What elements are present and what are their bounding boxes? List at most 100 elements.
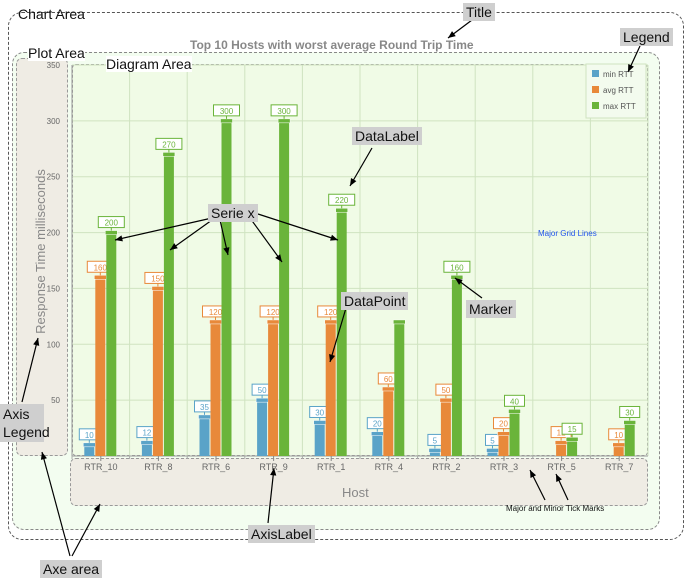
x-tick-label: RTR_4: [375, 462, 403, 472]
bar-max-rtt: [509, 411, 520, 456]
bar-marker: [162, 152, 176, 157]
data-label: 120: [266, 308, 280, 317]
data-label: 10: [85, 431, 94, 440]
bar-max-rtt: [567, 439, 578, 456]
tick-marks-note: Major and Minor Tick Marks: [506, 504, 605, 513]
y-tick-label: 150: [47, 284, 61, 293]
legend-entry: max RTT: [603, 102, 636, 111]
major-grid-note: Major Grid Lines: [538, 229, 597, 238]
x-tick-label: RTR_5: [547, 462, 575, 472]
bar-max-rtt: [106, 232, 117, 456]
axis-legend-callout: Axis Legend: [0, 404, 50, 442]
bar-marker: [83, 442, 96, 448]
bar-avg-rtt: [440, 400, 451, 456]
bar-min-rtt: [199, 416, 210, 456]
axislabel-arrow-head: [270, 468, 277, 476]
data-label: 20: [373, 420, 382, 429]
bar-marker: [94, 275, 107, 280]
y-tick-label: 200: [47, 229, 61, 238]
axe-area-arrow-head: [93, 504, 100, 512]
axislabel-callout: AxisLabel: [248, 525, 315, 543]
bar-marker: [382, 386, 395, 392]
bar-marker: [612, 442, 625, 448]
title-arrow-head: [448, 31, 456, 38]
bar-max-rtt: [163, 154, 174, 456]
serie-arrow: [114, 217, 213, 241]
bar-max-rtt: [221, 120, 232, 456]
datalabel-callout: DataLabel: [352, 127, 422, 145]
bar-marker: [324, 319, 337, 325]
serie-callout: Serie x: [208, 204, 258, 222]
bar-marker: [565, 436, 579, 442]
y-tick-label: 250: [47, 173, 61, 182]
bar-marker: [313, 420, 326, 425]
x-tick-label: RTR_3: [490, 462, 518, 472]
data-label: 120: [209, 308, 223, 317]
data-label: 12: [557, 429, 566, 438]
data-label: 160: [450, 263, 464, 272]
bar-max-rtt: [624, 422, 635, 456]
bar-marker: [486, 448, 499, 453]
chart-title: Top 10 Hosts with worst average Round Tr…: [190, 38, 474, 52]
bar-min-rtt: [314, 422, 325, 456]
y-tick-label: 100: [47, 340, 61, 349]
data-label: 60: [384, 375, 393, 384]
data-label: 50: [441, 386, 450, 395]
legend-swatch: [592, 102, 599, 109]
axis-legend-arrow: [21, 337, 39, 403]
data-label: 30: [315, 408, 324, 417]
data-label: 30: [625, 408, 634, 417]
diagram-area-label: Diagram Area: [106, 56, 192, 72]
data-label: 20: [499, 420, 508, 429]
bar-marker: [151, 286, 165, 291]
x-tick-label: RTR_8: [144, 462, 172, 472]
bar-max-rtt: [336, 210, 347, 456]
bar-marker: [266, 319, 280, 325]
plot-area-label: Plot Area: [28, 45, 85, 61]
chart-area-box: [8, 12, 684, 540]
axislabel-arrow: [267, 467, 275, 524]
bar-marker: [220, 118, 233, 124]
data-label: 5: [490, 436, 495, 445]
data-label: 35: [200, 403, 209, 412]
data-label: 160: [94, 263, 108, 272]
x-tick-label: RTR_10: [84, 462, 117, 472]
data-label: 300: [220, 107, 234, 116]
bar-min-rtt: [84, 444, 95, 456]
datalabel-arrow-head: [350, 178, 357, 186]
data-label: 220: [335, 196, 349, 205]
axe-area-arrow-head: [40, 452, 47, 460]
bar-marker: [371, 431, 384, 436]
serie-arrow-head: [330, 234, 338, 241]
tick-marks-arrow-head: [556, 474, 562, 482]
bar-marker: [508, 409, 521, 414]
bar-marker: [439, 397, 453, 403]
bar-min-rtt: [372, 433, 383, 456]
datapoint-callout: DataPoint: [341, 292, 409, 310]
title-callout: Title: [463, 3, 495, 21]
bar-marker: [554, 440, 568, 445]
legend-entry: min RTT: [603, 70, 634, 79]
data-label: 50: [258, 386, 267, 395]
bar-marker: [393, 319, 406, 325]
data-label: 15: [568, 425, 577, 434]
bar-marker: [428, 448, 442, 453]
bar-avg-rtt: [95, 277, 106, 456]
serie-arrow: [257, 213, 339, 241]
data-label: 150: [151, 274, 165, 283]
axe-area-callout: Axe area: [40, 560, 103, 578]
bar-avg-rtt: [383, 388, 394, 456]
bar-max-rtt: [451, 277, 462, 456]
axe-area-arrow: [71, 503, 101, 557]
y-axis-title: Response Time milliseconds: [32, 169, 48, 334]
bar-avg-rtt: [268, 321, 279, 456]
tick-marks-arrow-head: [530, 470, 537, 478]
x-tick-label: RTR_7: [605, 462, 633, 472]
bar-marker: [105, 230, 118, 235]
bar-min-rtt: [141, 442, 152, 456]
marker-arrow-head: [455, 278, 463, 285]
bar-marker: [335, 207, 348, 213]
legend-entry: avg RTT: [603, 86, 634, 95]
bar-avg-rtt: [325, 321, 336, 456]
bar-avg-rtt: [210, 321, 221, 456]
